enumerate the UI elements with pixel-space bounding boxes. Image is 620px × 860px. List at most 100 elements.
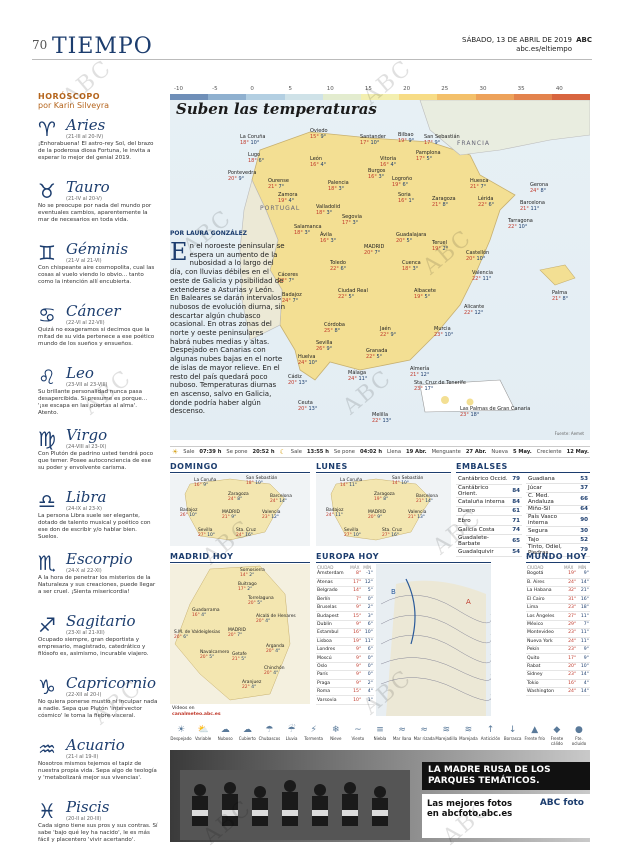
city-min: 11° (335, 513, 343, 518)
city-min: 4° (265, 619, 271, 624)
embalses-table-right: Guadiana 53 Júcar 37 C. Med. Andaluza 66 Miño-… (526, 475, 590, 558)
moonset-time: 04:02 h (360, 449, 383, 455)
map-city: Toledo 22° 6° (330, 260, 346, 272)
city-max: 20° (264, 671, 272, 676)
map-label-france: FRANCIA (456, 140, 490, 147)
embalse-value: 30 (578, 526, 590, 536)
legend-icon: ◆ (553, 725, 561, 735)
legend-label: Frente frío (524, 736, 545, 741)
table-row: Varsovia 10° 1° (316, 695, 374, 705)
cell-max: 27° (562, 611, 578, 621)
moon-full-label: Llena (387, 449, 402, 455)
mini-map-city: Torrelaguna 20° 5° (248, 596, 274, 606)
legend-icon: ● (575, 725, 583, 735)
canarias-box (419, 379, 516, 413)
city-min: 13° (382, 418, 392, 424)
embalse-value: 64 (578, 505, 590, 515)
city-max: 15° (310, 134, 319, 140)
sign-text: ¡Enhorabuena! El astro-rey Sol, del braz… (38, 141, 154, 161)
cell-max: 32° (562, 586, 578, 596)
sign-dates: (21-III al 20-IV) (66, 134, 104, 140)
map-city: Albacete 19° 5° (414, 288, 436, 300)
cell-min: 21° (577, 586, 590, 596)
map-city: Teruel 19° 2° (432, 240, 448, 252)
embalse-row: Guadalquivir 54 (456, 547, 522, 558)
cell-city: Bruselas (316, 603, 350, 613)
cell-min: 9° (577, 570, 590, 579)
cell-city: México (526, 620, 563, 630)
map-city: Salamanca 18° 3° (294, 224, 322, 236)
city-max: 22° (330, 266, 339, 272)
city-name: Getafe (232, 652, 247, 657)
embalse-row: Miño-Sil 64 (526, 505, 590, 515)
moon-waxing-label: Creciente (536, 449, 562, 455)
city-min: 10° (189, 513, 197, 518)
city-min: 16° (245, 533, 253, 538)
legend-icon: ☂ (265, 725, 274, 735)
city-min: 8° (442, 202, 449, 208)
cell-city: Bogotá (526, 570, 563, 579)
cell-max: 23° (562, 670, 578, 680)
city-name: San Sebastián (424, 134, 460, 140)
horoscope-sign: ♌ Leo (23-VII al 23-VIII) Su brillante pers… (38, 364, 158, 426)
city-name: Lérida (478, 196, 494, 202)
city-max: 24° (530, 188, 539, 194)
abcfoto-advert[interactable]: LA MADRE RUSA DE LOS PARQUES TEMÁTICOS. … (170, 750, 590, 842)
city-max: 20° (396, 238, 405, 244)
table-row: México 29° 7° (526, 620, 590, 630)
cell-city: Lisboa (316, 637, 350, 647)
city-name: Granada (366, 348, 388, 354)
table-row: Lima 23° 18° (526, 603, 590, 613)
city-min: 7° (292, 298, 299, 304)
sign-dates: (24-X al 22-XI) (66, 568, 102, 574)
scale-swatch (284, 94, 323, 100)
ad-line1: Las mejores fotos (427, 799, 513, 809)
web-link[interactable]: abc.es/eltiempo (516, 45, 572, 53)
city-name: Cáceres (278, 272, 299, 278)
cell-max: 17° (562, 653, 578, 663)
table-row: Belgrado 14° 5° (316, 586, 374, 596)
mini-map-city: Valencia 23° 12° (262, 510, 280, 520)
city-name: Zaragoza (432, 196, 456, 202)
city-name: Valencia (472, 270, 493, 276)
ad-line2[interactable]: en abcfoto.abc.es (427, 809, 513, 819)
city-name: San Sebastián (246, 476, 278, 481)
map-label-portugal: PORTUGAL (260, 205, 301, 212)
city-min: 12° (420, 372, 430, 378)
city-min: 10° (518, 224, 528, 230)
map-city: Sevilla 26° 9° (316, 340, 332, 352)
city-max: 22° (242, 685, 250, 690)
city-max: 19° (374, 497, 382, 502)
city-min: 6° (340, 266, 347, 272)
city-name: Pamplona (416, 150, 441, 156)
legend-label: Mar llana (392, 736, 412, 741)
weather-legend: ☀ Despejado ⛅ Variable ☁ Nuboso ☁ Cubierto ☂ Chub… (170, 724, 590, 748)
city-name: Albacete (414, 288, 436, 294)
cell-city: Praga (316, 679, 350, 688)
city-max: 22° (338, 294, 347, 300)
city-name: San Sebastián (392, 476, 424, 481)
table-row: Nueva York 24° 11° (526, 637, 590, 647)
map-city: Badajoz 24° 7° (282, 292, 302, 304)
city-name: Málaga (348, 370, 367, 376)
sign-dates: (23-XI al 21-XII) (66, 630, 105, 636)
city-max: 20° (228, 633, 236, 638)
cell-max: 9° (349, 603, 363, 613)
mini-map-city: Arganda 20° 4° (266, 644, 284, 654)
city-name: Cuenca (402, 260, 421, 266)
cell-max: 9° (349, 662, 363, 672)
city-name: MADRID (364, 244, 385, 250)
sign-name: Géminis (66, 240, 129, 258)
cell-max: 24° (562, 687, 578, 697)
embalse-value: 79 (578, 543, 590, 558)
scale-swatch (513, 94, 552, 100)
mini-map-city: San Sebastián 14° 10° (392, 476, 423, 486)
table-row: Oslo 9° 0° (316, 662, 374, 672)
city-min: 9° (238, 176, 245, 182)
city-max: 22° (380, 332, 389, 338)
map-city: Zamora 19° 4° (278, 192, 298, 204)
canalmeteo-link[interactable]: canalmeteo.abc.es (172, 712, 221, 717)
madrid-credit-label: Vídeos en (172, 706, 195, 711)
embalse-row: Guadiana 53 (526, 475, 590, 485)
legend-label: Borrasca (503, 736, 522, 741)
